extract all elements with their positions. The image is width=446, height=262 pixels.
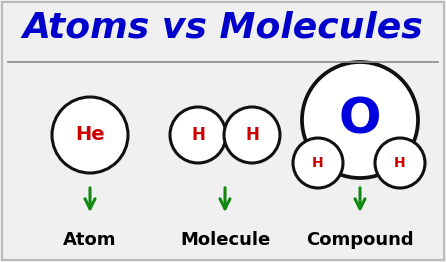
Text: Atom: Atom — [63, 231, 117, 249]
Text: O: O — [339, 96, 381, 144]
Text: Molecule: Molecule — [180, 231, 270, 249]
Circle shape — [375, 138, 425, 188]
Text: H: H — [394, 156, 406, 170]
Circle shape — [302, 62, 418, 178]
Circle shape — [170, 107, 226, 163]
Circle shape — [293, 138, 343, 188]
Text: He: He — [75, 125, 105, 145]
Text: Compound: Compound — [306, 231, 414, 249]
Circle shape — [224, 107, 280, 163]
Circle shape — [52, 97, 128, 173]
Text: H: H — [191, 126, 205, 144]
Text: Atoms vs Molecules: Atoms vs Molecules — [23, 11, 423, 45]
Text: H: H — [245, 126, 259, 144]
Text: H: H — [312, 156, 324, 170]
